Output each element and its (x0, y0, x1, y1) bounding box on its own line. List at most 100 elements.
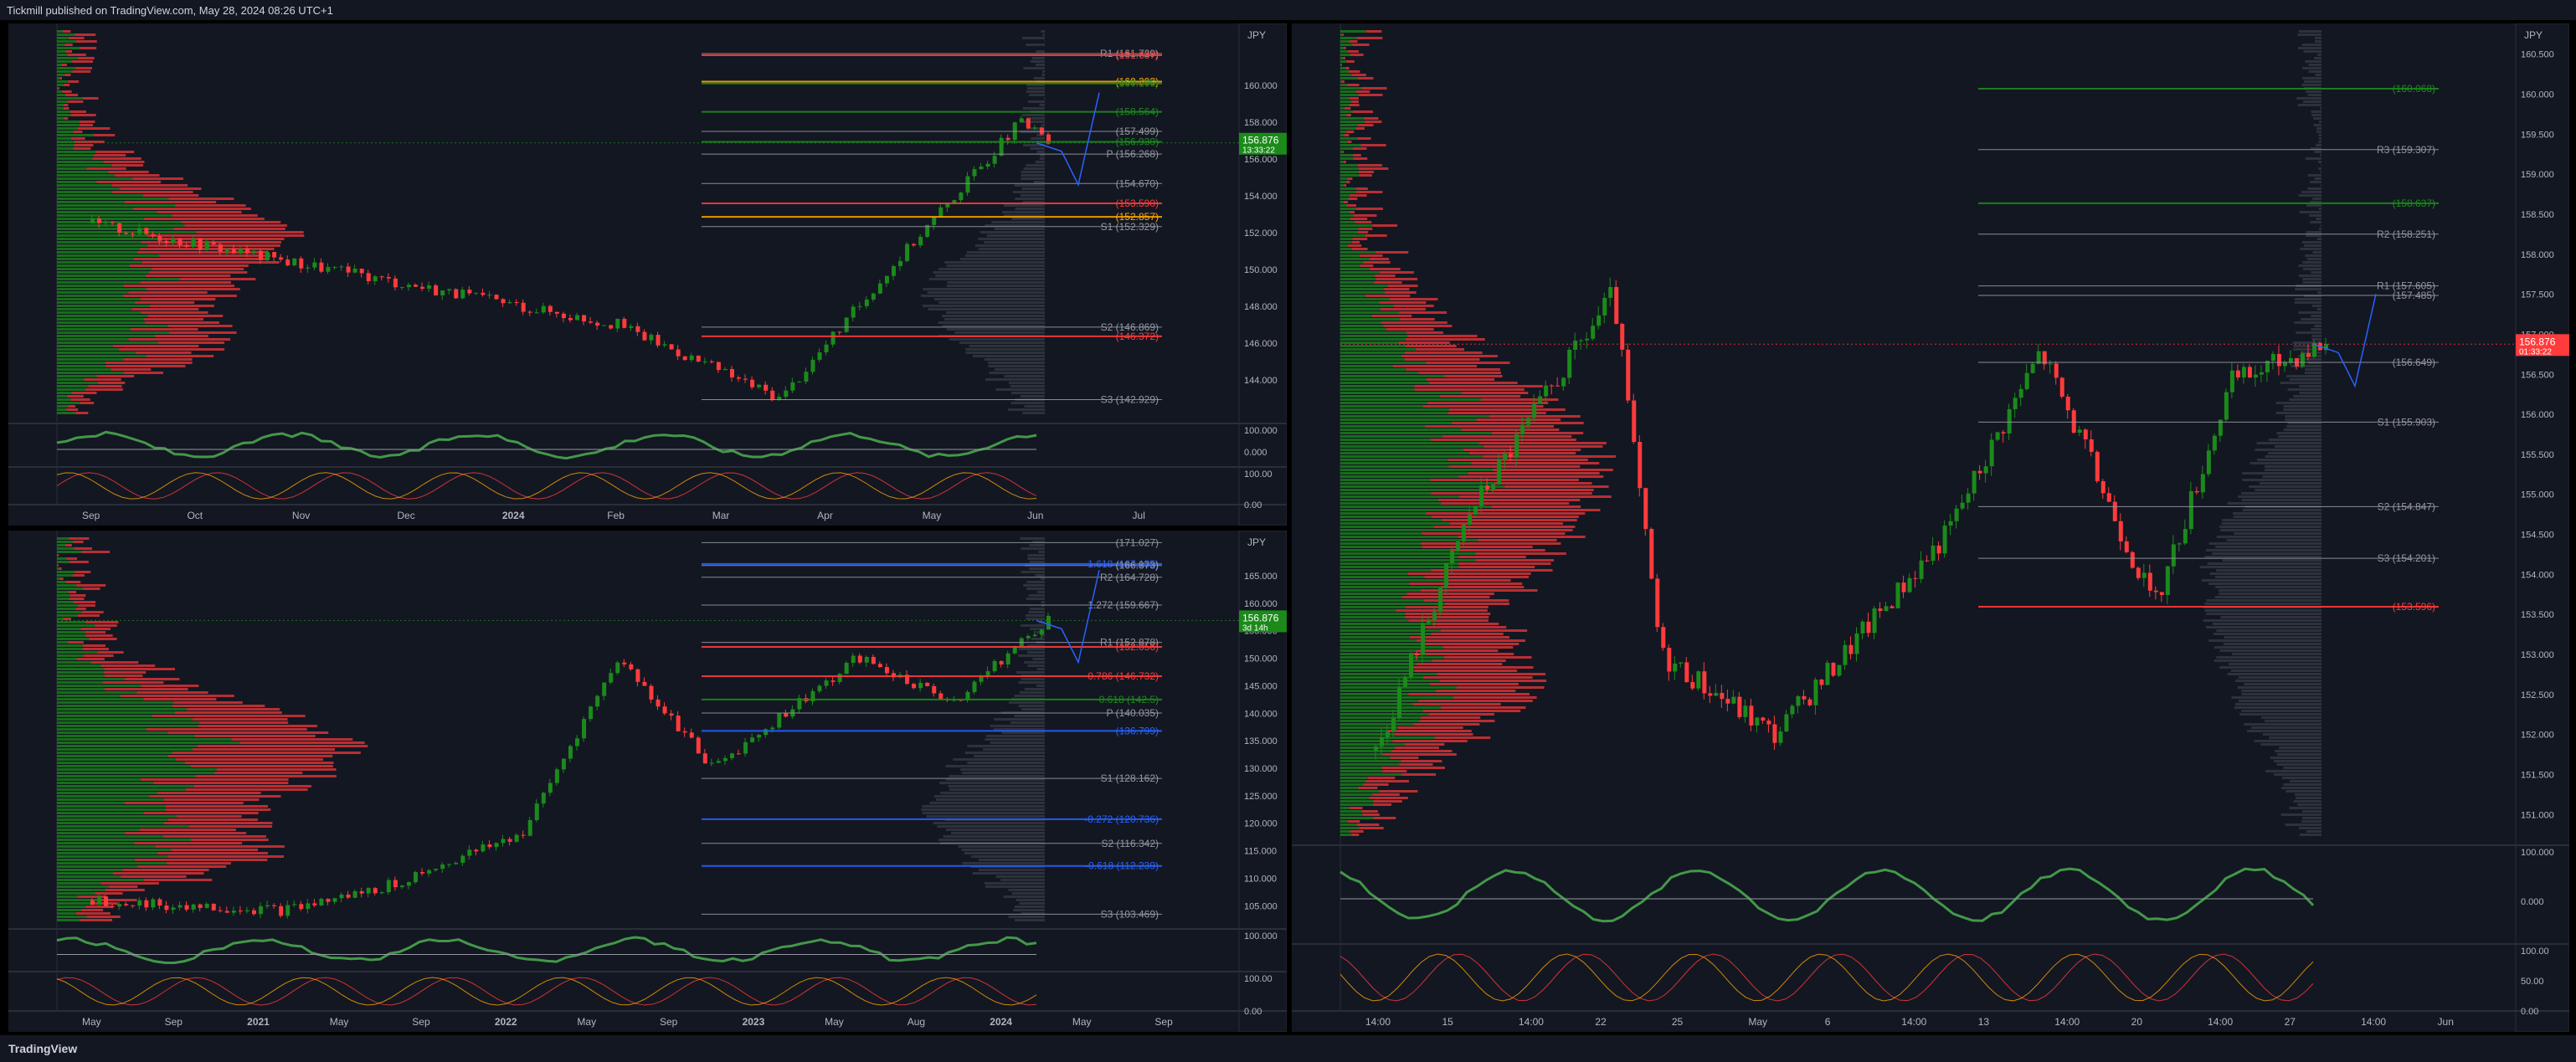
level-label: S2 (116.342) (1102, 838, 1159, 849)
session-volume-profile (2315, 37, 2321, 39)
volume-profile-buy (1340, 643, 1424, 645)
volume-profile-buy (1340, 134, 1345, 136)
volume-profile-sell (104, 675, 143, 677)
session-volume-profile (1010, 721, 1045, 724)
volume-profile-buy (57, 348, 120, 351)
candle-body (2130, 552, 2135, 568)
volume-profile-sell (1348, 198, 1358, 200)
session-volume-profile (1014, 695, 1045, 697)
candle-body (501, 839, 506, 844)
volume-profile-sell (185, 788, 308, 791)
session-volume-profile (2269, 736, 2321, 739)
session-volume-profile (2223, 643, 2321, 645)
session-volume-profile (2234, 703, 2321, 705)
session-volume-profile (2220, 616, 2321, 618)
volume-profile-buy (1340, 834, 1352, 836)
volume-profile-buy (1340, 569, 1432, 572)
volume-profile-sell (82, 648, 109, 650)
volume-profile-buy (1340, 161, 1344, 163)
chart-panel-monthly[interactable]: JPY165.000160.000155.000150.000145.00014… (8, 531, 1287, 1032)
candle-body (312, 903, 317, 906)
volume-profile-sell (1398, 341, 1450, 344)
volume-profile-sell (1350, 830, 1364, 833)
volume-profile-sell (1421, 542, 1561, 545)
session-volume-profile (948, 785, 1045, 788)
volume-profile-sell (95, 151, 135, 153)
volume-profile-buy (57, 624, 95, 627)
candle-body (1813, 680, 1818, 705)
volume-profile-buy (1340, 117, 1365, 120)
session-volume-profile (967, 745, 1045, 747)
time-axis-label: 25 (1672, 1016, 1684, 1028)
candle-body (824, 680, 829, 686)
session-volume-profile (2303, 50, 2321, 53)
session-volume-profile (2300, 248, 2321, 250)
candle-body (501, 299, 506, 304)
chart-svg-hourly[interactable]: JPY160.500160.000159.500159.000158.50015… (1292, 23, 2569, 1032)
session-volume-profile (1041, 577, 1045, 580)
volume-profile-sell (1375, 278, 1418, 280)
volume-profile-sell (1358, 228, 1373, 230)
volume-profile-sell (1379, 301, 1427, 304)
volume-profile-buy (57, 104, 64, 106)
volume-profile-sell (1352, 110, 1374, 113)
volume-profile-buy (1340, 700, 1418, 702)
session-volume-profile (1026, 90, 1045, 93)
candle-body (1450, 551, 1455, 563)
time-axis-label: May (1072, 1016, 1092, 1028)
candle-body (609, 673, 614, 683)
session-volume-profile (1008, 916, 1045, 918)
chart-svg-weekly[interactable]: JPY160.000158.000156.000154.000152.00015… (8, 23, 1287, 526)
candle-body (595, 322, 600, 326)
volume-profile-sell (77, 614, 100, 617)
volume-profile-sell (95, 892, 123, 895)
session-volume-profile (1027, 87, 1045, 90)
candle-body (851, 655, 856, 664)
candle-body (2229, 370, 2234, 392)
candle-body (2136, 567, 2141, 578)
volume-profile-sell (64, 544, 72, 546)
candle-body (1743, 705, 1748, 717)
candle-body (1725, 699, 1730, 704)
candle-body (414, 285, 419, 287)
volume-profile-buy (1340, 750, 1391, 752)
volume-profile-buy (57, 832, 126, 834)
volume-profile-buy (57, 899, 98, 901)
time-axis-label: 2023 (743, 1016, 765, 1028)
level-label: -0.272 (120.736) (1084, 813, 1159, 825)
session-volume-profile (1033, 181, 1045, 183)
volume-profile-sell (1431, 633, 1504, 635)
session-volume-profile (2222, 519, 2321, 521)
volume-profile-sell (67, 100, 84, 103)
volume-profile-sell (65, 581, 81, 583)
volume-profile-buy (1340, 793, 1373, 796)
price-axis[interactable] (2515, 23, 2569, 1032)
volume-profile-sell (68, 591, 77, 593)
volume-profile-sell (69, 110, 86, 113)
volume-profile-buy (57, 601, 74, 603)
volume-profile-sell (1441, 586, 1525, 588)
chart-panel-weekly[interactable]: JPY 160.000 158.000 156.000 154.000 152.000 15… (8, 23, 1287, 526)
candle-body (2065, 396, 2070, 411)
candle-body (1931, 545, 1936, 562)
volume-profile-sell (188, 825, 273, 828)
session-volume-profile (954, 331, 1045, 334)
level-label: R1 (161.729) (1100, 48, 1159, 59)
price-axis[interactable] (1238, 23, 1287, 526)
candle-body (487, 844, 492, 848)
volume-profile-buy (1340, 740, 1393, 742)
volume-profile-buy (57, 90, 63, 93)
volume-profile-sell (1358, 171, 1375, 173)
session-volume-profile (1024, 688, 1045, 690)
volume-profile-buy (1340, 167, 1359, 170)
session-volume-profile (2311, 338, 2321, 341)
candle-body (1456, 541, 1461, 552)
volume-profile-buy (1340, 465, 1449, 468)
volume-profile-sell (86, 167, 126, 170)
volume-profile-buy (1340, 693, 1409, 695)
chart-panel-hourly[interactable]: JPY 160.500 160.000 159.500 159.000 158.500 15… (1292, 23, 2569, 1032)
session-volume-profile (2214, 659, 2321, 662)
session-volume-profile (2227, 673, 2321, 675)
session-volume-profile (2301, 241, 2321, 244)
chart-svg-monthly[interactable]: JPY165.000160.000155.000150.000145.00014… (8, 531, 1287, 1032)
